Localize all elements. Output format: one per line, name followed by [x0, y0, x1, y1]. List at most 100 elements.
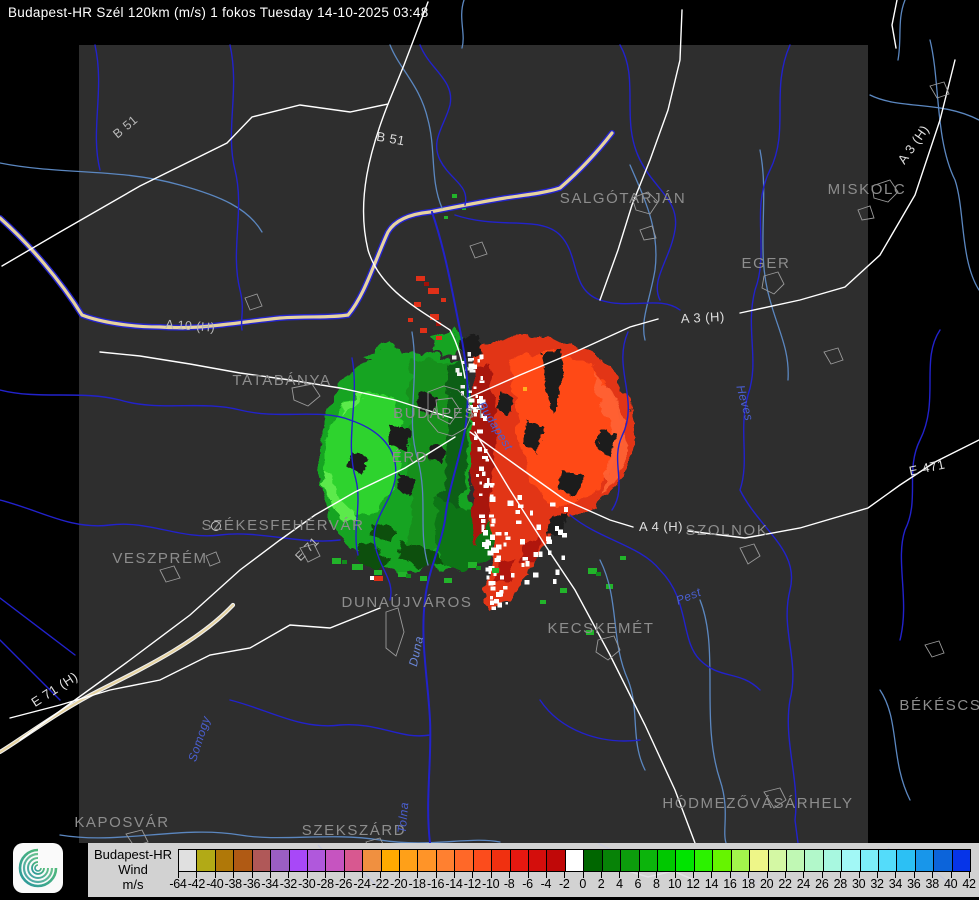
legend-swatch [215, 850, 235, 871]
legend-tick-label: 26 [815, 877, 829, 891]
legend-swatch [805, 850, 824, 871]
legend-tick-label: 10 [668, 877, 682, 891]
legend-tick [601, 871, 603, 878]
legend-tick-label: -12 [463, 877, 481, 891]
legend-tick-label: 32 [870, 877, 884, 891]
road-label-a4: A 4 (H) [639, 519, 683, 534]
legend-swatch [897, 850, 916, 871]
legend-tick [269, 871, 271, 878]
legend-tick-label: -20 [390, 877, 408, 891]
legend-tick-label: 38 [925, 877, 940, 891]
legend-tick [821, 871, 823, 878]
legend-tick-label: 16 [723, 877, 737, 891]
legend-unit: m/s [122, 877, 144, 892]
city-label-kecskemet: KECSKEMÉT [548, 620, 655, 637]
city-label-bekescsaba: BÉKÉSCSAB [899, 697, 979, 714]
legend-swatch [344, 850, 364, 871]
legend-swatch [252, 850, 272, 871]
legend-tick [858, 871, 860, 878]
legend-tick [913, 871, 915, 878]
legend-tick [196, 871, 198, 878]
city-label-dunaujvaros: DUNAÚJVÁROS [342, 594, 473, 611]
legend-swatch [234, 850, 253, 871]
city-label-salgotarjan: SALGÓTARJÁN [560, 190, 687, 207]
legend-tick [748, 871, 750, 878]
legend-tick [729, 871, 731, 878]
road-label-e471: E 471 [908, 456, 947, 478]
legend-tick-label: -30 [298, 877, 316, 891]
legend-tick-label: -8 [503, 877, 515, 891]
legend-tick-label: -22 [371, 877, 389, 891]
road-a3 [467, 59, 956, 399]
legend-tick-label: -6 [522, 877, 533, 891]
city-label-budapest: BUDAPEST [393, 405, 487, 422]
radar-speckles [332, 194, 626, 635]
legend-swatch [400, 850, 419, 871]
legend-swatch [492, 850, 511, 871]
city-label-eger: EGER [742, 255, 791, 272]
legend-tick-label: -16 [426, 877, 445, 891]
legend-tick [527, 871, 529, 878]
legend-tick-label: 24 [796, 877, 811, 891]
city-label-szekszard: SZEKSZÁRD [302, 822, 406, 839]
legend-swatch [842, 850, 861, 871]
legend-tick-label: 4 [616, 877, 623, 891]
road-label-a10: A 10 (H) [165, 317, 216, 334]
legend-tick-label: -26 [334, 877, 353, 891]
legend-swatch [436, 850, 456, 871]
legend-tick [803, 871, 805, 878]
legend-tick-label: 36 [907, 877, 921, 891]
page-title: Budapest-HR Szél 120km (m/s) 1 fokos Tue… [8, 5, 429, 20]
city-label-kaposvar: KAPOSVÁR [74, 814, 169, 831]
legend-swatch [326, 850, 345, 871]
legend-tick [877, 871, 879, 878]
road-label-b51: B 51 [375, 129, 406, 149]
road-b51 [1, 1, 429, 267]
legend-swatch [197, 850, 216, 871]
legend-swatch [271, 850, 290, 871]
legend-swatch [676, 850, 695, 871]
legend-swatch [529, 850, 548, 871]
legend-swatch [307, 850, 327, 871]
legend-tick [251, 871, 253, 878]
legend-tick-label: 28 [833, 877, 848, 891]
legend-swatch [473, 850, 493, 871]
legend-swatch [418, 850, 437, 871]
legend-swatch-bar [178, 849, 971, 872]
legend-tick-label: -2 [559, 877, 570, 891]
city-label-szolnok: SZOLNOK [686, 522, 769, 539]
settlements-layer [125, 81, 950, 855]
legend-tick-label: 34 [888, 877, 903, 891]
legend-tick-label: -36 [242, 877, 261, 891]
legend-tick [564, 871, 566, 878]
legend-tick [582, 871, 584, 878]
legend-swatch [786, 850, 806, 871]
legend-tick [306, 871, 308, 878]
legend-tick [932, 871, 934, 878]
legend-swatch [731, 850, 751, 871]
app-logo [13, 843, 63, 893]
legend-tick-label: -24 [353, 877, 371, 891]
legend-tick [637, 871, 639, 878]
legend-tick [693, 871, 695, 878]
legend-tick [711, 871, 713, 878]
legend-tick-label: -40 [206, 877, 224, 891]
city-label-erd: ÉRD [392, 449, 428, 466]
legend-tick-label: 20 [759, 877, 774, 891]
legend-title-line2: Wind [118, 862, 148, 877]
legend-tick-label: 0 [579, 877, 587, 891]
legend-tick [398, 871, 400, 878]
legend-tick-label: -28 [316, 877, 334, 891]
legend-tick [233, 871, 235, 878]
legend-swatch [657, 850, 677, 871]
legend-tick-label: 40 [943, 877, 958, 891]
legend-tick [453, 871, 455, 878]
legend-tick [674, 871, 676, 878]
legend-swatch [289, 850, 308, 871]
legend-swatch [934, 850, 953, 871]
legend-title: Budapest-HR Wind m/s [88, 847, 178, 892]
city-label-veszprem: VESZPRÉM [112, 550, 207, 567]
legend-tick [435, 871, 437, 878]
roads-layer [1, 0, 979, 844]
